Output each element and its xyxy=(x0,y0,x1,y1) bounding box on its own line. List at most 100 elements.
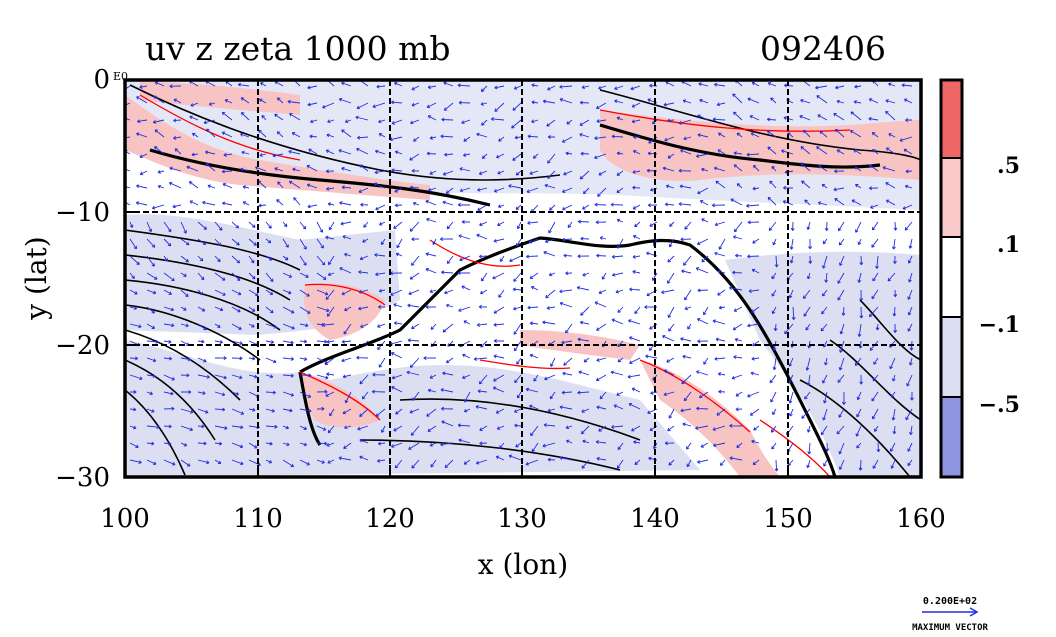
wind-vector xyxy=(327,425,335,434)
wind-vector xyxy=(293,197,301,206)
wind-vector xyxy=(248,442,258,449)
wind-vector xyxy=(374,170,386,175)
wind-vector xyxy=(717,269,726,274)
wind-vector xyxy=(543,423,556,427)
wind-vector xyxy=(248,255,255,264)
wind-vector xyxy=(409,272,420,280)
wind-vector xyxy=(473,357,488,361)
wind-vector xyxy=(341,185,352,190)
wind-vector xyxy=(547,408,556,413)
wind-vector xyxy=(769,180,777,189)
wind-vector xyxy=(871,289,879,300)
wind-vector xyxy=(163,374,175,381)
wind-vector xyxy=(129,425,137,430)
wind-vector xyxy=(307,204,318,209)
wind-vector xyxy=(427,115,437,121)
wind-vector xyxy=(616,151,624,156)
wind-vector xyxy=(833,187,845,192)
wind-vector xyxy=(616,391,624,396)
y-tick-label: 0 xyxy=(93,65,110,95)
wind-vector xyxy=(857,238,862,246)
wind-vector xyxy=(146,408,155,413)
wind-vector xyxy=(516,221,522,230)
wind-vector xyxy=(378,288,386,293)
wind-vector xyxy=(497,204,505,208)
wind-vector xyxy=(282,221,288,228)
wind-vector xyxy=(258,203,267,208)
wind-vector xyxy=(299,391,312,398)
wind-vector xyxy=(544,238,556,244)
wind-vector xyxy=(375,408,386,417)
wind-vector xyxy=(579,100,590,105)
wind-vector xyxy=(731,374,743,380)
wind-vector xyxy=(834,198,845,206)
wind-vector xyxy=(378,133,386,138)
wind-vector xyxy=(514,135,522,140)
coastline-contours xyxy=(149,123,881,477)
wind-vector xyxy=(231,356,243,361)
wind-vector xyxy=(394,187,403,193)
wind-vector xyxy=(282,425,289,430)
wind-vector xyxy=(146,425,160,430)
wind-vector xyxy=(412,391,420,401)
wind-vector xyxy=(696,318,709,325)
wind-vector xyxy=(632,254,641,259)
x-axis-label: x (lon) xyxy=(478,548,568,581)
vector-legend: 0.200E+02 MAXIMUM VECTOR xyxy=(912,596,988,633)
wind-vector xyxy=(872,374,879,382)
wind-vector xyxy=(146,374,156,378)
wind-vector xyxy=(291,132,301,138)
wind-vector xyxy=(905,118,913,122)
wind-vector xyxy=(180,221,187,234)
wind-vector xyxy=(822,374,828,384)
wind-vector xyxy=(594,202,607,207)
wind-vector xyxy=(409,185,420,190)
wind-vector xyxy=(265,221,272,229)
wind-vector xyxy=(736,442,743,449)
wind-vector xyxy=(390,442,403,448)
wind-vector xyxy=(791,306,796,320)
colorbar-label: .5 xyxy=(997,153,1020,179)
wind-vector xyxy=(153,95,165,104)
wind-vector xyxy=(376,84,386,89)
wind-vector xyxy=(316,221,324,233)
wind-vector xyxy=(888,82,896,87)
wind-vector xyxy=(214,459,222,465)
wind-vector xyxy=(341,166,352,172)
wind-vector xyxy=(908,238,913,249)
wind-vector xyxy=(359,408,369,417)
wind-vector xyxy=(616,187,624,194)
wind-vector xyxy=(686,459,692,468)
wind-vector xyxy=(788,289,794,299)
wind-vector xyxy=(601,272,607,280)
wind-vector xyxy=(751,306,760,313)
wind-vector xyxy=(493,354,505,359)
wind-vector xyxy=(277,181,284,189)
wind-vector xyxy=(820,425,828,436)
wind-vector xyxy=(359,164,369,172)
wind-vector xyxy=(129,238,137,250)
y-tick-label: −10 xyxy=(55,198,110,228)
wind-vector xyxy=(231,442,244,449)
wind-vector xyxy=(783,185,794,190)
wind-vector xyxy=(753,425,760,431)
x-tick-label: 130 xyxy=(497,504,547,534)
wind-vector xyxy=(526,187,539,194)
wind-vector xyxy=(341,339,352,344)
wind-vector xyxy=(774,255,779,268)
wind-vector xyxy=(441,420,454,427)
wind-vector xyxy=(770,425,777,433)
wind-vector xyxy=(904,221,913,231)
wind-vector xyxy=(498,136,505,142)
wind-vector xyxy=(736,132,743,138)
wind-vector xyxy=(579,320,590,325)
wind-vector xyxy=(344,252,352,257)
wind-vector xyxy=(493,306,505,314)
wind-vector xyxy=(562,187,573,193)
wind-vector xyxy=(614,85,624,91)
wind-vector xyxy=(490,117,505,121)
wind-vector xyxy=(446,221,454,230)
wind-vector xyxy=(733,151,743,156)
wind-vector xyxy=(461,220,471,224)
wind-vector xyxy=(838,442,845,455)
